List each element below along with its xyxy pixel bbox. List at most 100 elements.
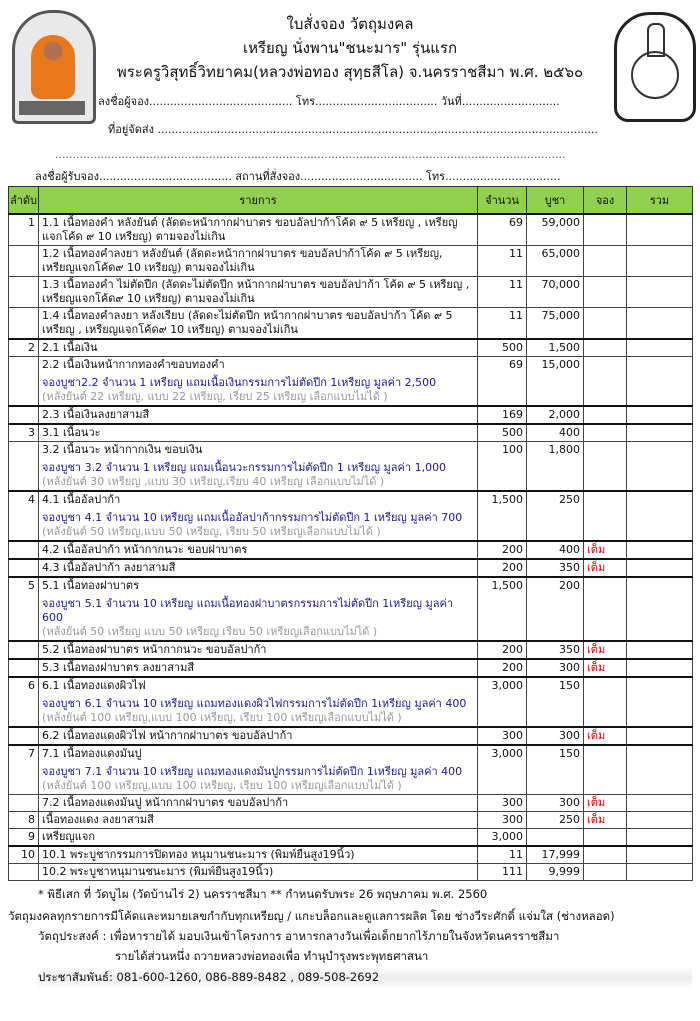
reserve-cell[interactable]: เต็ม bbox=[583, 726, 628, 746]
quantity: 300 bbox=[477, 811, 528, 829]
variant-note: (หลังยันต์ 100 เหรียญ,แบบ 100 เหรียญ, เร… bbox=[42, 711, 402, 724]
item-description: 1.3 เนื้อทองคำ ไม่ตัดปีก (ลัดดะไม่ตัดปีก… bbox=[38, 276, 479, 308]
row-number: 9 bbox=[7, 828, 40, 847]
total-cell[interactable] bbox=[626, 811, 693, 829]
total-cell[interactable] bbox=[626, 423, 693, 442]
price: 15,000 bbox=[526, 356, 585, 407]
row-number bbox=[7, 276, 40, 308]
table-row: 9 เหรียญแจก 3,000 bbox=[7, 828, 693, 847]
promo-text: จองบูชา 4.1 จำนวน 10 เหรียญ แถมเนื้ออัลป… bbox=[42, 511, 463, 524]
reserve-cell[interactable] bbox=[583, 423, 628, 442]
table-row: 1.3 เนื้อทองคำ ไม่ตัดปีก (ลัดดะไม่ตัดปีก… bbox=[7, 276, 693, 308]
item-name: 2.1 เนื้อเงิน bbox=[42, 341, 98, 354]
total-cell[interactable] bbox=[626, 490, 693, 542]
price: 400 bbox=[526, 423, 585, 442]
reserve-cell[interactable] bbox=[583, 863, 628, 881]
row-number bbox=[7, 307, 40, 340]
reserve-cell[interactable] bbox=[583, 405, 628, 425]
total-cell[interactable] bbox=[626, 676, 693, 728]
total-cell[interactable] bbox=[626, 338, 693, 357]
row-number bbox=[7, 794, 40, 812]
item-name: 2.3 เนื้อเงินลงยาสามสี bbox=[42, 408, 150, 421]
item-name: 10.2 พระบูชาหนุมานชนะมาร (พิมพ์ยืนสูง19น… bbox=[42, 865, 274, 878]
table-row: 5.2 เนื้อทองฝาบาตร หน้ากากนวะ ขอบอัลปาก้… bbox=[7, 640, 693, 660]
item-name: 5.2 เนื้อทองฝาบาตร หน้ากากนวะ ขอบอัลปาก้… bbox=[42, 643, 267, 656]
reserve-cell[interactable] bbox=[583, 845, 628, 864]
total-cell[interactable] bbox=[626, 245, 693, 277]
total-cell[interactable] bbox=[626, 640, 693, 660]
item-name: 4.1 เนื้ออัลปาก้า bbox=[42, 493, 121, 506]
total-cell[interactable] bbox=[626, 276, 693, 308]
total-cell[interactable] bbox=[626, 828, 693, 847]
table-row: 4 4.1 เนื้ออัลปาก้า จองบูชา 4.1 จำนวน 10 เ… bbox=[7, 490, 693, 542]
total-cell[interactable] bbox=[626, 540, 693, 560]
total-cell[interactable] bbox=[626, 405, 693, 425]
total-cell[interactable] bbox=[626, 576, 693, 642]
item-name: 4.2 เนื้ออัลปาก้า หน้ากากนวะ ขอบฝาบาตร bbox=[42, 543, 248, 556]
quantity: 200 bbox=[477, 540, 528, 560]
orderer-field[interactable]: ลงชื่อผู้จอง............................… bbox=[98, 95, 560, 108]
row-number bbox=[7, 558, 40, 578]
table-row: 10 10.1 พระบูชากรรมการปิดทอง หนุมานชนะมาร… bbox=[7, 845, 693, 864]
address-line-2[interactable]: ........................................… bbox=[55, 148, 566, 161]
total-cell[interactable] bbox=[626, 213, 693, 246]
quantity: 111 bbox=[477, 863, 528, 881]
total-cell[interactable] bbox=[626, 863, 693, 881]
address-field[interactable]: ที่อยู่จัดส่ง ..........................… bbox=[108, 123, 599, 136]
item-description: 1.4 เนื้อทองคำลงยา หลังเรียบ (ลัดดะไม่ตั… bbox=[38, 307, 479, 340]
reserve-cell[interactable]: เต็ม bbox=[583, 658, 628, 678]
total-cell[interactable] bbox=[626, 356, 693, 407]
reserve-cell[interactable] bbox=[583, 213, 628, 246]
table-row: 8 เนื้อทองแดง ลงยาสามสี 300 250 เต็ม bbox=[7, 811, 693, 829]
price: 59,000 bbox=[526, 213, 585, 246]
reserve-cell[interactable]: เต็ม bbox=[583, 811, 628, 829]
quantity: 3,000 bbox=[477, 676, 528, 728]
table-row: 2.3 เนื้อเงินลงยาสามสี 169 2,000 bbox=[7, 405, 693, 425]
reserve-cell[interactable] bbox=[583, 676, 628, 728]
reserve-cell[interactable] bbox=[583, 576, 628, 642]
promo-text: จองบูชา 3.2 จำนวน 1 เหรียญ แถมเนื้อนวะกร… bbox=[42, 461, 447, 474]
reserve-cell[interactable] bbox=[583, 828, 628, 847]
total-cell[interactable] bbox=[626, 744, 693, 795]
table-row: 7 7.1 เนื้อทองแดงมันปู จองบูชา 7.1 จำนวน 1… bbox=[7, 744, 693, 795]
table-row: 10.2 พระบูชาหนุมานชนะมาร (พิมพ์ยืนสูง19น… bbox=[7, 863, 693, 881]
total-cell[interactable] bbox=[626, 726, 693, 746]
total-cell[interactable] bbox=[626, 658, 693, 678]
item-name: 5.3 เนื้อทองฝาบาตร ลงยาสามสี bbox=[42, 661, 195, 674]
receiver-field[interactable]: ลงชื่อผู้รับจอง.........................… bbox=[35, 170, 561, 183]
quantity: 100 bbox=[477, 441, 528, 492]
variant-note: (หลังยันต์ 30 เหรียญ ,แบบ 30 เหรียญ,เรีย… bbox=[42, 475, 385, 488]
reserve-cell[interactable] bbox=[583, 307, 628, 340]
price: 300 bbox=[526, 726, 585, 746]
reserve-cell[interactable] bbox=[583, 338, 628, 357]
reserve-cell[interactable] bbox=[583, 441, 628, 492]
item-name: 2.2 เนื้อเงินหน้ากากทองคำขอบทองคำ bbox=[42, 358, 225, 371]
row-number bbox=[7, 356, 40, 407]
reserve-cell[interactable]: เต็ม bbox=[583, 558, 628, 578]
quantity: 1,500 bbox=[477, 576, 528, 642]
reserve-cell[interactable] bbox=[583, 245, 628, 277]
reserve-cell[interactable] bbox=[583, 744, 628, 795]
price: 9,999 bbox=[526, 863, 585, 881]
item-description: 6.2 เนื้อทองแดงผิวไฟ หน้ากากฝาบาตร ขอบอั… bbox=[38, 726, 479, 746]
reserve-cell[interactable]: เต็ม bbox=[583, 794, 628, 812]
item-name: 7.2 เนื้อทองแดงมันปู หน้ากากฝาบาตร ขอบอั… bbox=[42, 796, 289, 809]
reserve-cell[interactable] bbox=[583, 276, 628, 308]
total-cell[interactable] bbox=[626, 441, 693, 492]
reserve-cell[interactable]: เต็ม bbox=[583, 540, 628, 560]
total-cell[interactable] bbox=[626, 558, 693, 578]
reserve-cell[interactable] bbox=[583, 490, 628, 542]
total-cell[interactable] bbox=[626, 794, 693, 812]
price: 400 bbox=[526, 540, 585, 560]
col-no: ลำดับ bbox=[7, 186, 40, 215]
promo-text: จองบูชา 6.1 จำนวน 10 เหรียญ แถมทองแดงผิว… bbox=[42, 697, 467, 710]
row-number bbox=[7, 441, 40, 492]
total-cell[interactable] bbox=[626, 307, 693, 340]
reserve-cell[interactable] bbox=[583, 356, 628, 407]
total-cell[interactable] bbox=[626, 845, 693, 864]
item-description: 3.2 เนื้อนวะ หน้ากากเงิน ขอบเงิน จองบูชา … bbox=[38, 441, 479, 492]
table-row: 6 6.1 เนื้อทองแดงผิวไฟ จองบูชา 6.1 จำนวน 1… bbox=[7, 676, 693, 728]
item-name: 7.1 เนื้อทองแดงมันปู bbox=[42, 747, 142, 760]
reserve-cell[interactable]: เต็ม bbox=[583, 640, 628, 660]
item-name: 6.1 เนื้อทองแดงผิวไฟ bbox=[42, 679, 146, 692]
